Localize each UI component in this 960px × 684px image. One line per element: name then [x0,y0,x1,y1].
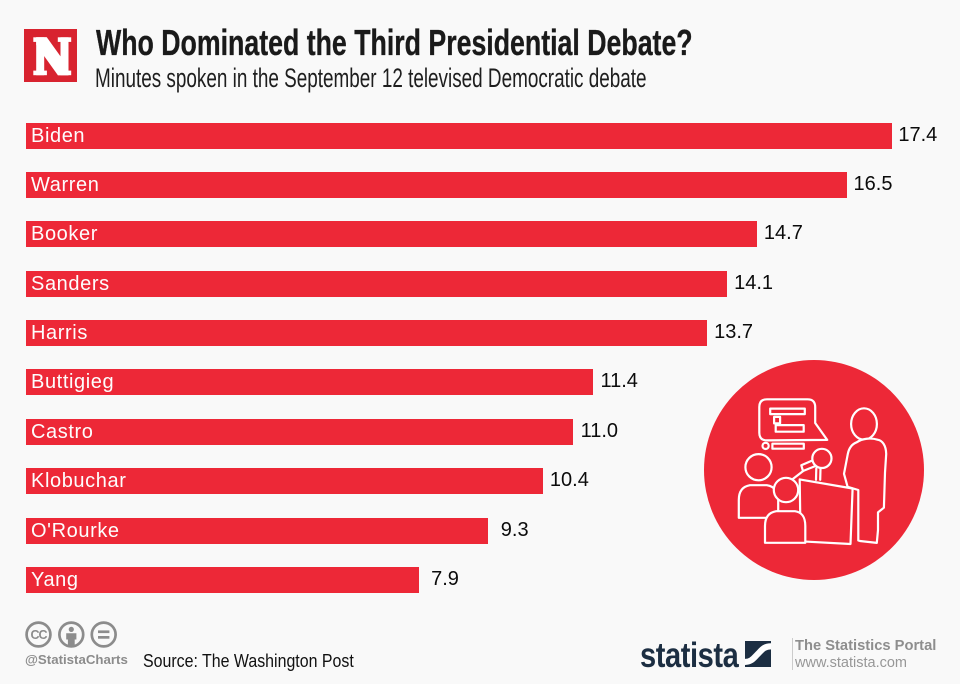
svg-text:CC: CC [30,628,47,642]
